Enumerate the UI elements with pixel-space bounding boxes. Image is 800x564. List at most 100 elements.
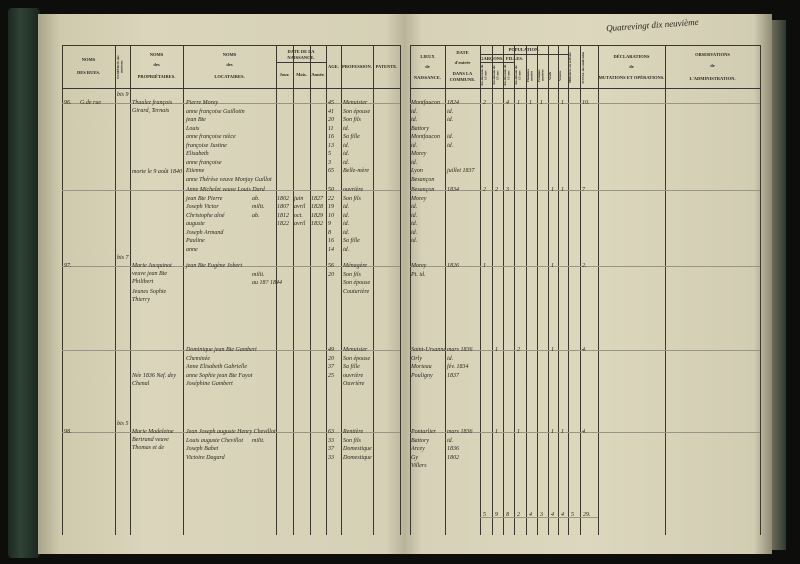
age-value: 37 (328, 364, 334, 370)
profession-value: Son épouse (343, 108, 371, 115)
column-rule (400, 45, 401, 535)
profession-value: id. (343, 204, 350, 210)
page-total: 4 (529, 512, 532, 518)
house-number: bis 9 (117, 92, 129, 98)
tenant-note: au 18? 1844 (252, 280, 282, 286)
profession-value: Couturière (343, 288, 370, 295)
page-total: 9 (495, 512, 498, 518)
profession-value: Menuisier (343, 347, 368, 353)
header-jour: Jour. (279, 72, 290, 77)
birthplace-value: id. (411, 238, 418, 244)
population-count: 4 (506, 100, 509, 106)
total-individuals: 4. (582, 429, 587, 435)
age-value: 49 (328, 347, 334, 353)
age-value: 56 (328, 263, 334, 269)
tenant-name: anne françoise Guillotin (186, 108, 245, 115)
tenant-name: anne françoise nièce (186, 134, 236, 140)
profession-value: Son épouse (343, 355, 371, 362)
column-rule (410, 45, 411, 535)
birth-month: avril (294, 204, 306, 210)
birthplace-value: id. (411, 221, 418, 227)
birth-day: 1822 (277, 221, 289, 227)
header-population-sub: Femmes mariées (537, 69, 545, 82)
header-de: de (629, 64, 634, 69)
birth-day: 1812 (277, 212, 289, 219)
page-total: 29. (583, 512, 591, 518)
birthplace-value: Montfaucon (411, 134, 440, 140)
profession-value: Sa fille (343, 364, 360, 370)
age-value: 19 (328, 204, 334, 210)
population-count: 1 (483, 263, 486, 269)
tenant-name: Etienne (186, 168, 205, 174)
tenant-name: Louis auguste Chevillot (186, 437, 243, 444)
entry-date-value: 1837 (447, 372, 459, 379)
street-name: G.de rue (80, 100, 101, 106)
header-patente: PATENTE. (375, 64, 398, 69)
header-de: de (425, 64, 430, 69)
page-total: 4 (561, 512, 564, 518)
page-total: 5 (483, 512, 486, 518)
profession-value: Menuisier (343, 100, 368, 106)
house-number: bis 7 (117, 255, 129, 261)
house-number: bis 5 (117, 421, 129, 427)
entry-number: 98. (64, 429, 72, 435)
population-count: 3 (506, 187, 509, 193)
entry-number: 97. (64, 263, 72, 269)
column-rule (548, 45, 549, 535)
tenant-name: Louis (186, 125, 200, 132)
tenant-name: Joséphine Gambert (186, 381, 233, 387)
profession-value: id. (343, 221, 350, 227)
header-locataires: LOCATAIRES. (214, 74, 245, 79)
entry-rule (410, 266, 760, 267)
population-count: 1 (540, 100, 543, 106)
entry-rule (62, 190, 400, 191)
column-rule (665, 45, 666, 535)
total-individuals: 2. (582, 263, 587, 269)
entry-date-value: mars 1836 (447, 347, 473, 353)
column-rule (568, 45, 569, 535)
population-count: 1 (529, 100, 532, 106)
age-value: 9 (328, 221, 331, 227)
population-count: 1 (561, 429, 564, 435)
tenant-name: jean Bte Eugène Jobert (186, 263, 243, 269)
column-rule (373, 45, 374, 535)
birth-year: 1832 (311, 221, 323, 227)
profession-value: Sa fille (343, 238, 360, 244)
entry-date-value: juillet 1837 (447, 168, 475, 174)
column-rule (62, 45, 63, 535)
birthplace-value: Battory (411, 125, 429, 132)
profession-value: Domestique (343, 454, 372, 461)
entry-note: morte le 9 août 1840 (132, 168, 182, 175)
entry-rule (410, 103, 760, 104)
age-value: 14 (328, 246, 334, 253)
profession-value: Sa fille (343, 134, 360, 140)
header-total: TOTAL des individus (581, 51, 585, 85)
header-noms-locataires: NOMS (222, 52, 237, 57)
population-count: 2 (517, 347, 520, 353)
tenant-name: anne françoise (186, 159, 222, 166)
age-value: 5 (328, 151, 331, 157)
column-rule (183, 45, 184, 535)
profession-value: Rentière (343, 429, 364, 435)
header-population-sub: Hommes mariés (526, 68, 534, 83)
age-value: 25 (328, 372, 334, 379)
birthplace-value: Morey (411, 195, 427, 202)
column-rule (503, 45, 504, 535)
header-proprietaires: PROPRIÉTAIRES. (137, 74, 176, 79)
birth-year: 1829 (311, 212, 323, 219)
column-rule (537, 45, 538, 535)
tenant-name: Anne Michelet veuve Louis Dard (186, 187, 265, 193)
birthplace-value: Pouligny (411, 372, 433, 379)
tenant-name: auguste (186, 221, 205, 227)
population-count: 1 (495, 429, 498, 435)
population-count: 1 (551, 187, 554, 193)
column-rule (598, 45, 599, 535)
birthplace-value: id. (411, 159, 418, 166)
population-count: 2 (483, 187, 486, 193)
column-rule (130, 45, 131, 535)
profession-value: ouvrière (343, 372, 364, 379)
total-individuals: 4. (582, 347, 587, 353)
header-entree: d'entrée (454, 60, 471, 65)
owner-name: Marie Madeleine Bertrand veuve Thomas et… (132, 429, 174, 451)
header-des-rues: DES RUES. (76, 70, 100, 75)
